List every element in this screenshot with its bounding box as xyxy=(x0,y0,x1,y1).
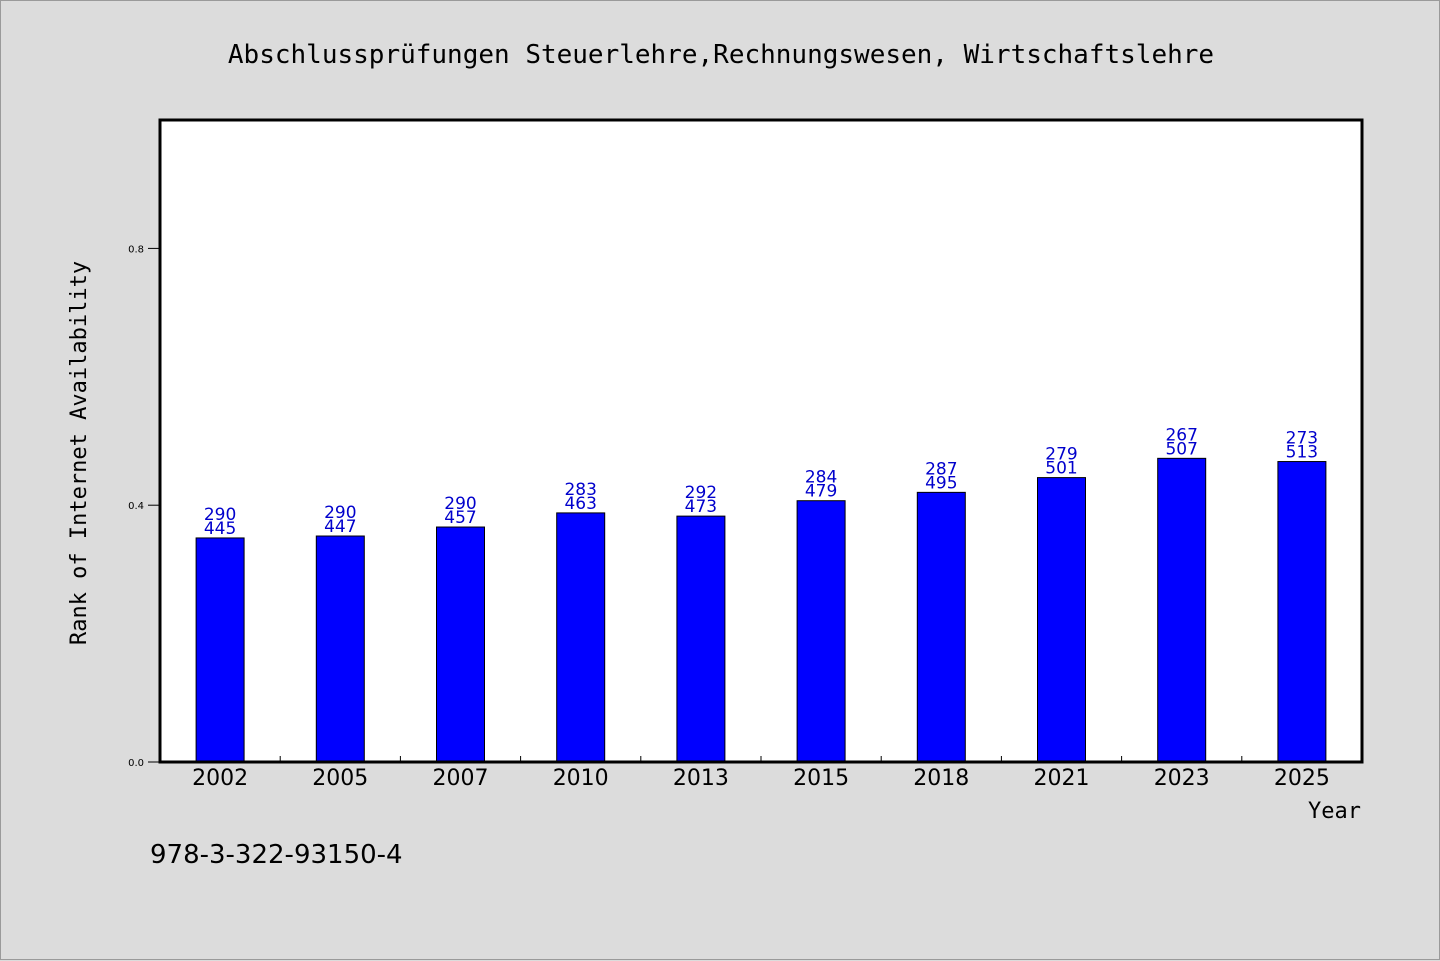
x-tick-label-2002: 2002 xyxy=(192,766,248,791)
y-axis: 0.0 0.4 0.8 xyxy=(128,244,160,769)
chart-title: Abschlussprüfungen Steuerlehre,Rechnungs… xyxy=(228,40,1214,70)
x-tick-label-2021: 2021 xyxy=(1034,766,1090,791)
bar-label-bottom-2018: 495 xyxy=(925,473,957,493)
x-tick-label-2005: 2005 xyxy=(312,766,368,791)
y-tick-label-0.8: 0.8 xyxy=(128,244,144,255)
footer-code: 978-3-322-93150-4 xyxy=(150,840,403,870)
bar-label-top-2007: 290 xyxy=(444,494,476,514)
bar-2021 xyxy=(1037,477,1086,763)
bar-label-bottom-2007: 457 xyxy=(444,508,476,528)
x-tick-label-2025: 2025 xyxy=(1274,766,1330,791)
bar-2023 xyxy=(1157,457,1207,763)
x-axis: 2002 2005 2007 2010 2013 2015 2018 2021 2023 2025 xyxy=(192,756,1330,791)
bar-label-top-2023: 267 xyxy=(1165,425,1197,445)
bar-2018 xyxy=(916,491,966,763)
bars-group xyxy=(195,457,1327,763)
bar-2002 xyxy=(195,537,245,763)
bar-label-top-2015: 284 xyxy=(805,468,837,488)
y-tick-label-0.0: 0.0 xyxy=(128,758,144,769)
bar-2025 xyxy=(1277,461,1327,763)
x-tick-label-2015: 2015 xyxy=(793,766,849,791)
bar-label-bottom-2013: 473 xyxy=(685,497,717,517)
x-tick-label-2023: 2023 xyxy=(1154,766,1210,791)
bar-label-bottom-2002: 445 xyxy=(204,519,236,539)
bar-label-top-2013: 292 xyxy=(685,483,717,503)
bar-label-bottom-2005: 447 xyxy=(324,517,356,537)
x-tick-label-2013: 2013 xyxy=(673,766,729,791)
bar-2015 xyxy=(796,500,846,763)
bar-label-bottom-2025: 513 xyxy=(1286,443,1318,463)
bar-2007 xyxy=(436,526,485,763)
bar-2005 xyxy=(315,535,365,763)
bar-label-top-2021: 279 xyxy=(1045,445,1077,465)
x-tick-label-2007: 2007 xyxy=(433,766,489,791)
bar-label-bottom-2021: 501 xyxy=(1045,459,1077,479)
bar-label-top-2002: 290 xyxy=(204,505,236,525)
bar-label-bottom-2015: 479 xyxy=(805,482,837,502)
bar-label-top-2018: 287 xyxy=(925,459,957,479)
x-tick-label-2010: 2010 xyxy=(553,766,609,791)
bar-2013 xyxy=(676,515,726,763)
bar-labels-group: 2904452904472904572834632924732844792874… xyxy=(204,425,1318,539)
bar-label-bottom-2023: 507 xyxy=(1165,439,1197,459)
y-axis-label: Rank of Internet Availability xyxy=(67,261,92,645)
bar-label-top-2025: 273 xyxy=(1286,429,1318,449)
bar-2010 xyxy=(556,512,606,763)
y-tick-label-0.4: 0.4 xyxy=(128,501,144,512)
x-tick-label-2018: 2018 xyxy=(913,766,969,791)
bar-label-top-2010: 283 xyxy=(564,480,596,500)
bar-label-top-2005: 290 xyxy=(324,503,356,523)
plot-border xyxy=(158,118,1364,764)
bar-label-bottom-2010: 463 xyxy=(564,494,596,514)
x-axis-label: Year xyxy=(1308,799,1361,824)
